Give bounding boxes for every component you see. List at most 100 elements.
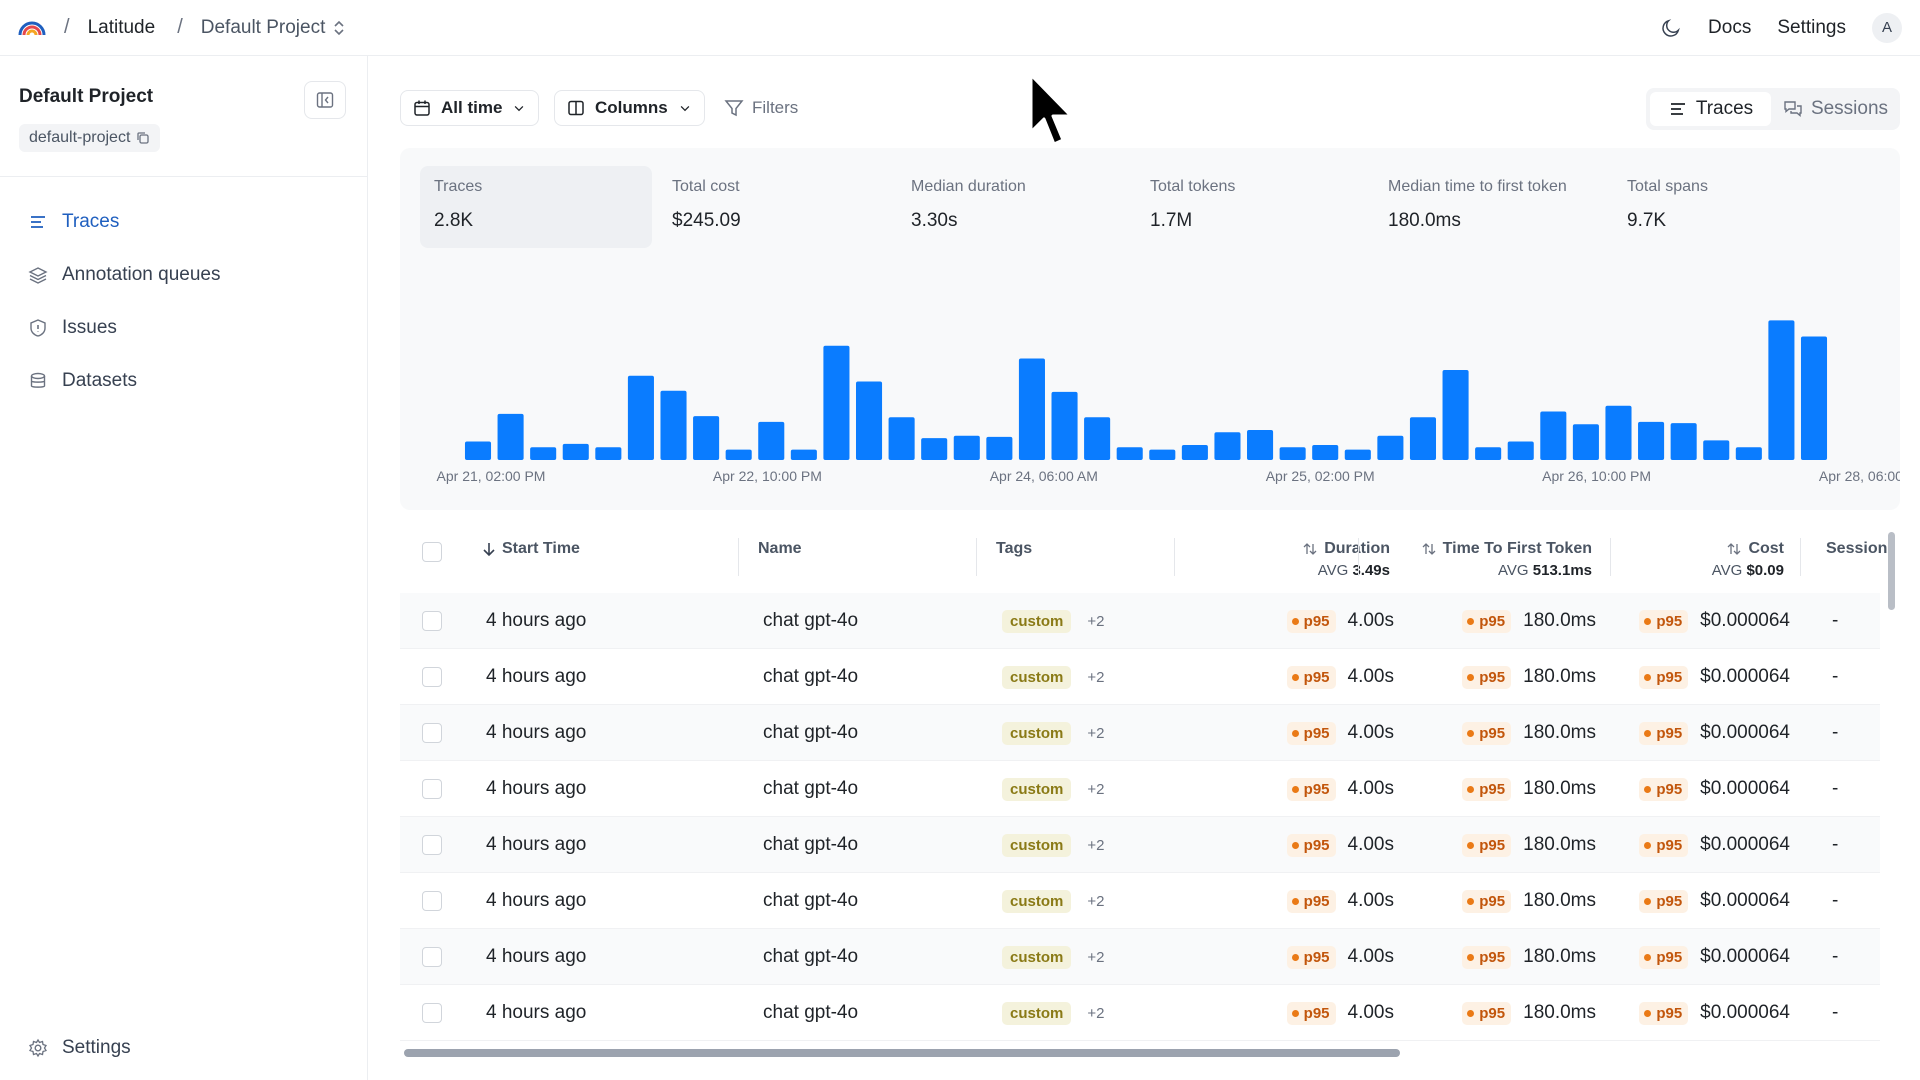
more-tags[interactable]: +2 (1087, 668, 1105, 686)
row-checkbox[interactable] (422, 611, 442, 631)
time-range-select[interactable]: All time (400, 90, 540, 126)
table-row[interactable]: 4 hours ago chat gpt-4o custom +2 p95 4.… (400, 761, 1880, 817)
chart-bar[interactable] (758, 421, 785, 460)
tab-traces[interactable]: Traces (1650, 92, 1771, 126)
column-header-tags[interactable]: Tags (996, 540, 1032, 558)
avatar[interactable]: A (1872, 12, 1902, 43)
tag-badge[interactable]: custom (1002, 889, 1072, 913)
chart-bar[interactable] (1507, 441, 1534, 460)
stat-total-spans[interactable]: Total spans 9.7K (1613, 166, 1845, 248)
table-row[interactable]: 4 hours ago chat gpt-4o custom +2 p95 4.… (400, 817, 1880, 873)
stat-median-ttft[interactable]: Median time to first token 180.0ms (1374, 166, 1624, 248)
filters-button[interactable]: Filters (724, 90, 798, 126)
collapse-sidebar-button[interactable] (304, 81, 346, 119)
more-tags[interactable]: +2 (1087, 612, 1105, 630)
sidebar-item-datasets[interactable]: Datasets (28, 365, 137, 397)
chart-bar[interactable] (1181, 445, 1208, 460)
columns-select[interactable]: Columns (554, 90, 705, 126)
chart-bar[interactable] (1638, 421, 1665, 460)
vertical-scrollbar[interactable] (1888, 532, 1895, 610)
table-row[interactable]: 4 hours ago chat gpt-4o custom +2 p95 4.… (400, 985, 1880, 1041)
tag-badge[interactable]: custom (1002, 945, 1072, 969)
row-checkbox[interactable] (422, 835, 442, 855)
column-header-duration[interactable]: Duration (1250, 540, 1390, 558)
stat-total-cost[interactable]: Total cost $245.09 (658, 166, 890, 248)
settings-link[interactable]: Settings (1777, 16, 1846, 38)
chart-bar[interactable] (953, 435, 980, 460)
more-tags[interactable]: +2 (1087, 892, 1105, 910)
chart-bar[interactable] (790, 449, 817, 460)
chart-bar[interactable] (1670, 423, 1697, 460)
sidebar-item-traces[interactable]: Traces (28, 206, 119, 238)
tag-badge[interactable]: custom (1002, 1001, 1072, 1025)
table-row[interactable]: 4 hours ago chat gpt-4o custom +2 p95 4.… (400, 593, 1880, 649)
table-row[interactable]: 4 hours ago chat gpt-4o custom +2 p95 4.… (400, 929, 1880, 985)
chart-bar[interactable] (1442, 370, 1469, 460)
chart-bar[interactable] (855, 381, 883, 460)
column-header-start-time[interactable]: Start Time (482, 540, 580, 558)
tag-badge[interactable]: custom (1002, 777, 1072, 801)
chart-bar[interactable] (464, 441, 492, 460)
chart-bar[interactable] (1768, 320, 1795, 460)
table-row[interactable]: 4 hours ago chat gpt-4o custom +2 p95 4.… (400, 649, 1880, 705)
chart-bar[interactable] (693, 416, 720, 460)
chart-bar[interactable] (497, 413, 524, 460)
tag-badge[interactable]: custom (1002, 721, 1072, 745)
chart-bar[interactable] (1214, 432, 1241, 460)
stat-median-duration[interactable]: Median duration 3.30s (897, 166, 1129, 248)
table-row[interactable]: 4 hours ago chat gpt-4o custom +2 p95 4.… (400, 705, 1880, 761)
chart-bar[interactable] (823, 345, 850, 460)
moon-icon[interactable] (1660, 17, 1682, 39)
chart-bar[interactable] (921, 438, 948, 460)
chart-bar[interactable] (1703, 440, 1730, 460)
chart-bar[interactable] (627, 375, 654, 460)
chart-bar[interactable] (1084, 417, 1111, 460)
more-tags[interactable]: +2 (1087, 948, 1105, 966)
chart-bar[interactable] (1116, 447, 1143, 460)
chart-bar[interactable] (660, 390, 687, 460)
row-checkbox[interactable] (422, 947, 442, 967)
more-tags[interactable]: +2 (1087, 836, 1105, 854)
latitude-logo-icon[interactable] (18, 20, 46, 36)
breadcrumb-project[interactable]: Default Project (200, 16, 326, 38)
column-header-name[interactable]: Name (758, 540, 802, 558)
tag-badge[interactable]: custom (1002, 665, 1072, 689)
breadcrumb-workspace[interactable]: Latitude (87, 16, 156, 38)
docs-link[interactable]: Docs (1708, 16, 1752, 38)
row-checkbox[interactable] (422, 779, 442, 799)
horizontal-scrollbar[interactable] (404, 1049, 1400, 1057)
tab-sessions[interactable]: Sessions (1775, 92, 1896, 126)
chart-bar[interactable] (1279, 447, 1306, 460)
chart-bar[interactable] (562, 443, 589, 460)
chart-bar[interactable] (725, 449, 752, 460)
column-header-cost[interactable]: Cost (1650, 540, 1784, 558)
chart-bar[interactable] (1540, 411, 1567, 460)
chart-bar[interactable] (1605, 405, 1632, 460)
chart-bar[interactable] (1051, 391, 1078, 460)
chart-bar[interactable] (1572, 424, 1599, 460)
chart-bar[interactable] (1312, 445, 1339, 460)
select-all-checkbox[interactable] (422, 542, 442, 562)
chart-bar[interactable] (1149, 449, 1176, 460)
chart-bar[interactable] (986, 436, 1013, 460)
traces-bar-chart[interactable]: Apr 21, 02:00 PM Apr 22, 10:00 PM Apr 24, … (400, 298, 1900, 508)
copy-icon[interactable] (136, 131, 150, 145)
table-row[interactable]: 4 hours ago chat gpt-4o custom +2 p95 4.… (400, 873, 1880, 929)
chart-bar[interactable] (1409, 417, 1437, 460)
row-checkbox[interactable] (422, 667, 442, 687)
tag-badge[interactable]: custom (1002, 609, 1072, 633)
chart-bar[interactable] (1735, 447, 1762, 460)
chart-bar[interactable] (1344, 449, 1371, 460)
project-slug-badge[interactable]: default-project (19, 124, 161, 152)
more-tags[interactable]: +2 (1087, 1004, 1105, 1022)
sidebar-item-annotation-queues[interactable]: Annotation queues (28, 259, 220, 291)
tag-badge[interactable]: custom (1002, 833, 1072, 857)
sidebar-item-issues[interactable]: Issues (28, 312, 117, 344)
column-header-ttft[interactable]: Time To First Token (1400, 540, 1592, 558)
chart-bar[interactable] (530, 447, 557, 460)
chart-bar[interactable] (1800, 336, 1828, 460)
row-checkbox[interactable] (422, 1003, 442, 1023)
row-checkbox[interactable] (422, 891, 442, 911)
chart-bar[interactable] (1247, 430, 1274, 460)
sidebar-settings[interactable]: Settings (28, 1032, 131, 1064)
